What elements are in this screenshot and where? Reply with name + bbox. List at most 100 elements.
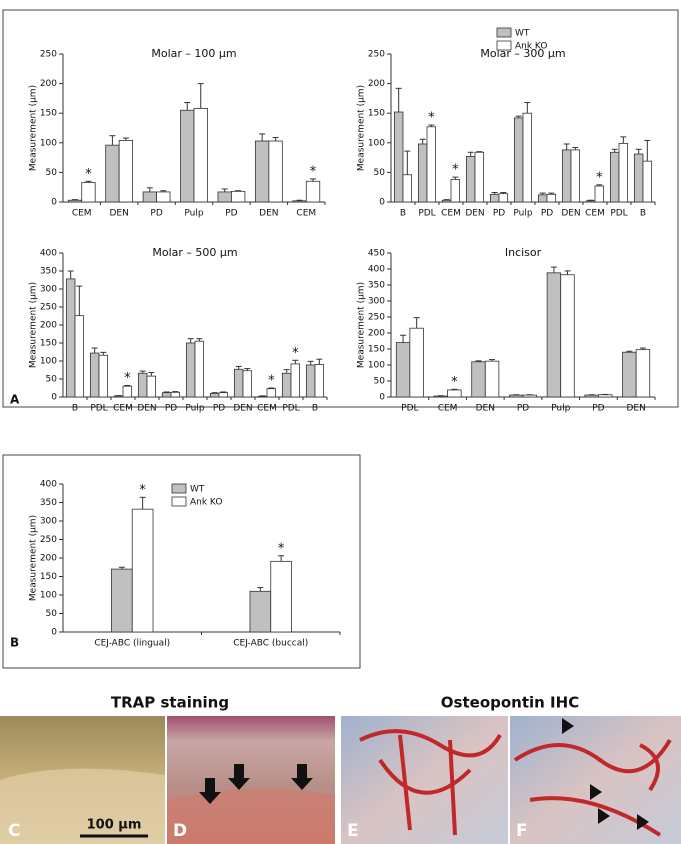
x-tick-label: Pulp (185, 404, 204, 414)
x-tick-label: DEN (476, 404, 495, 414)
legend-label: Ank KO (515, 42, 547, 52)
x-tick-label: CEJ-ABC (lingual) (94, 639, 170, 649)
x-tick-label: PD (213, 404, 225, 414)
bar (161, 392, 172, 398)
y-tick-label: 200 (40, 79, 57, 89)
x-tick-label: CEM (438, 404, 458, 414)
bar (137, 372, 148, 398)
y-tick-label: 150 (40, 109, 57, 119)
x-tick-label: DEN (233, 404, 252, 414)
bar (290, 363, 301, 398)
image-title: TRAP staining (111, 694, 229, 712)
y-tick-label: 50 (46, 609, 58, 619)
image-title: Osteopontin IHC (441, 694, 579, 712)
bar (393, 111, 404, 203)
bar (131, 508, 154, 633)
significance: * (124, 371, 131, 386)
significance: * (428, 111, 435, 126)
x-tick-label: PD (517, 404, 529, 414)
x-tick-label: PD (493, 209, 505, 219)
chart-title: Molar – 500 µm (152, 246, 237, 259)
bar (65, 278, 76, 398)
bar (560, 274, 575, 398)
significance: * (85, 167, 92, 182)
legend-label: WT (515, 29, 530, 39)
bar (67, 199, 83, 203)
bar (122, 385, 133, 398)
y-tick-label: 100 (40, 591, 57, 601)
x-tick-label: DEN (137, 404, 156, 414)
bar (561, 149, 572, 203)
x-tick-label: CEM (113, 404, 133, 414)
x-tick-label: B (72, 404, 78, 414)
y-tick-label: 100 (40, 357, 57, 367)
bar (305, 180, 321, 203)
tissue (167, 788, 335, 844)
bar (441, 199, 452, 203)
x-tick-label: Pulp (184, 209, 203, 219)
y-tick-label: 50 (46, 168, 58, 178)
bar (193, 108, 208, 203)
y-tick-label: 300 (40, 517, 57, 527)
x-tick-label: PDL (401, 404, 418, 414)
y-tick-label: 200 (368, 79, 385, 89)
bar (537, 194, 548, 203)
bar (185, 342, 196, 398)
panel-label: D (173, 821, 187, 841)
bar (509, 394, 524, 398)
bar (105, 144, 120, 203)
x-tick-label: DEN (465, 209, 484, 219)
legend-swatch (496, 40, 512, 51)
significance: * (139, 483, 146, 498)
bar (292, 200, 307, 203)
x-tick-label: PD (225, 209, 237, 219)
panel-a-frame (2, 9, 679, 408)
y-tick-label: 250 (40, 303, 57, 313)
bar (146, 375, 157, 398)
y-axis-label: Measurement (µm) (29, 282, 39, 368)
panel-label: A (10, 393, 20, 407)
legend-swatch (171, 496, 187, 507)
bar (233, 368, 244, 398)
significance: * (596, 170, 603, 185)
y-tick-label: 400 (40, 249, 57, 259)
legend-swatch (171, 483, 187, 494)
x-tick-label: DEN (561, 209, 580, 219)
significance: * (292, 346, 299, 361)
significance: * (310, 164, 317, 179)
bar (305, 364, 316, 398)
bar (618, 142, 629, 203)
y-axis-label: Measurement (µm) (29, 515, 39, 601)
legend-label: Ank KO (190, 498, 222, 508)
y-tick-label: 150 (40, 572, 57, 582)
bar (180, 109, 195, 203)
bar (254, 140, 270, 203)
bar (266, 388, 277, 398)
x-tick-label: CEJ-ABC (buccal) (233, 639, 308, 649)
y-tick-label: 300 (40, 285, 57, 295)
bar (270, 560, 292, 633)
y-tick-label: 250 (368, 50, 385, 60)
bar (426, 126, 437, 203)
bar (433, 395, 448, 398)
bar (513, 117, 524, 203)
bar (314, 364, 325, 398)
bar (594, 185, 605, 203)
y-tick-label: 50 (374, 377, 386, 387)
y-tick-label: 400 (368, 265, 385, 275)
bar (218, 392, 229, 398)
micrograph (510, 716, 681, 844)
panel-label: B (10, 636, 19, 650)
bar (642, 160, 653, 203)
y-tick-label: 150 (368, 109, 385, 119)
bar (81, 182, 96, 203)
x-tick-label: DEN (259, 209, 278, 219)
chart-title: Incisor (505, 246, 542, 259)
bar (409, 327, 424, 398)
y-tick-label: 200 (40, 321, 57, 331)
y-tick-label: 200 (368, 329, 385, 339)
bar (609, 151, 620, 203)
bar (585, 200, 596, 203)
bar (231, 190, 246, 203)
y-tick-label: 0 (51, 628, 57, 638)
